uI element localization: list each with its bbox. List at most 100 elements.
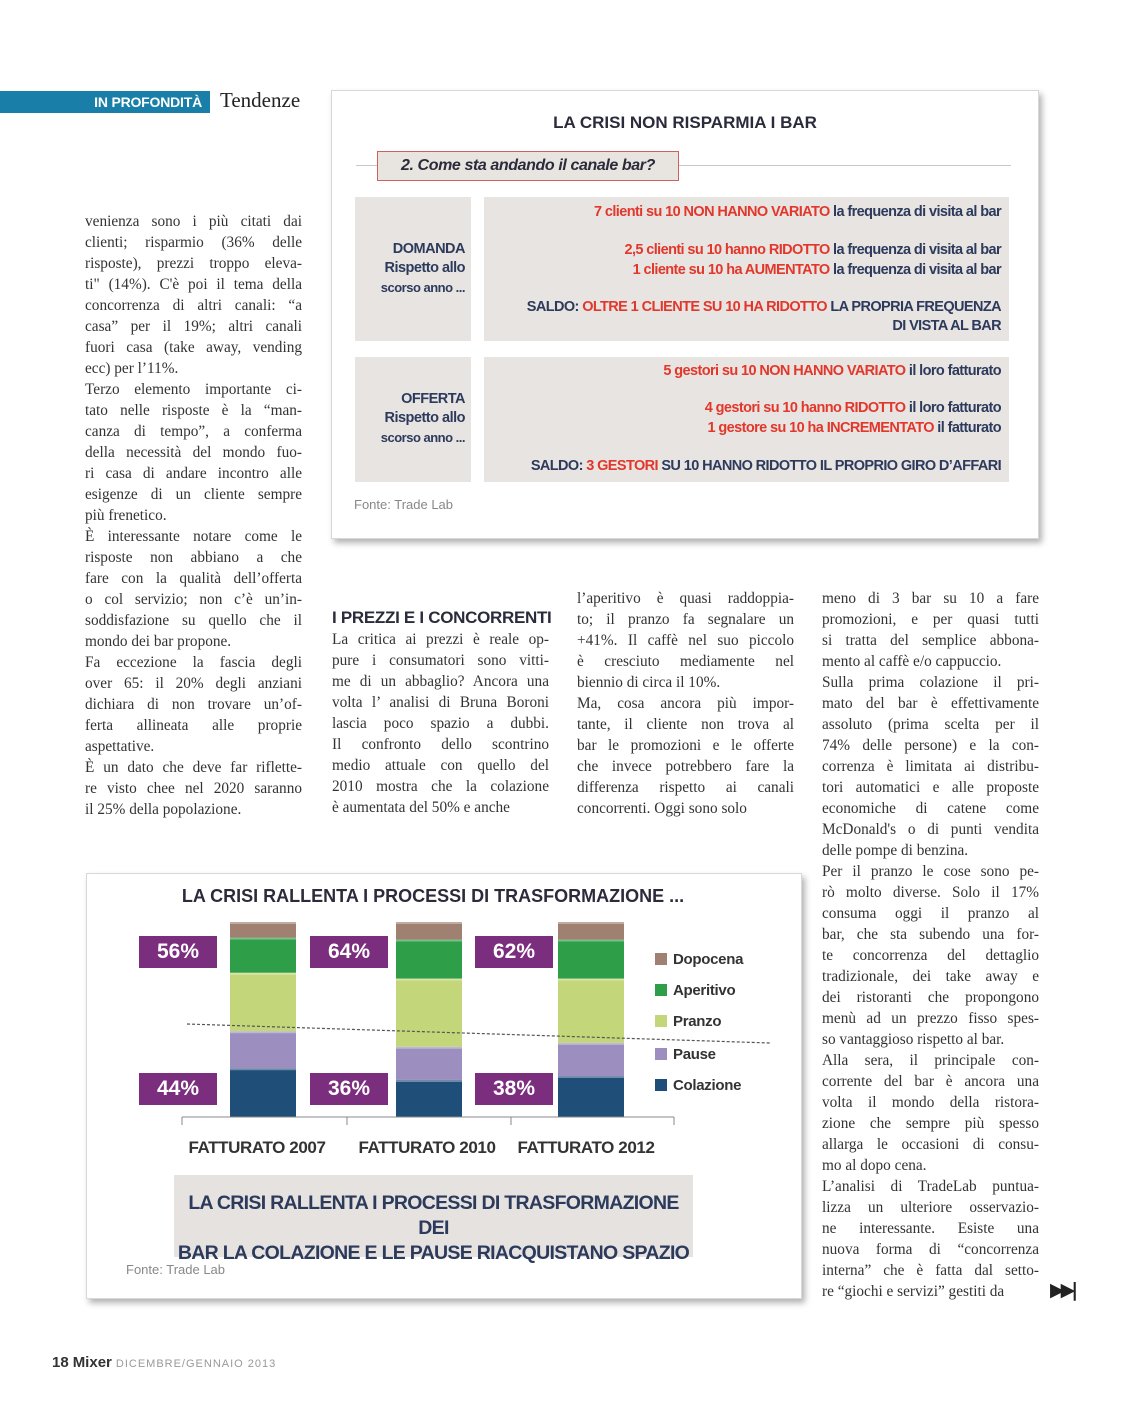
- text-line: rò molto diverse. Solo il 17%: [822, 884, 1039, 901]
- upper-share-label: 56%: [139, 936, 217, 968]
- text-line: corrente del bar è ancora una: [822, 1073, 1039, 1090]
- upper-share-label: 64%: [310, 936, 388, 968]
- bar-segment-colazione: [396, 1079, 462, 1117]
- legend-swatch: [655, 1079, 667, 1091]
- text-line: promozioni, e per quasi tutti: [822, 611, 1039, 628]
- legend-item: Pranzo: [655, 1013, 722, 1030]
- text-line: biennio di circa il 10%.: [577, 674, 721, 691]
- lower-share-label: 36%: [310, 1073, 388, 1105]
- paragraph: Ma, cosa ancora più impor-tante, il clie…: [577, 693, 794, 819]
- text-line: ecc) per l’11%.: [85, 360, 179, 377]
- text-line: casa” per il 19%; altri canali: [85, 318, 302, 335]
- saldo-line-2: DI VISTA AL BAR: [892, 318, 1001, 334]
- text-line: volta il mondo della ristora-: [822, 1094, 1039, 1111]
- bar-segment-pranzo: [396, 978, 462, 1047]
- bar-segment-dopocena: [558, 922, 624, 940]
- text-line: economiche di catene come: [822, 800, 1039, 817]
- text-line: ferta allineata alle proprie: [85, 717, 302, 734]
- paragraph: venienza sono i più citati dai clienti; r…: [85, 211, 302, 379]
- text-line: fare con la qualità dell’offerta: [85, 570, 302, 587]
- bar-segment-dopocena: [230, 922, 296, 938]
- text-line: Terzo elemento importante ci-: [85, 381, 302, 398]
- divider: [356, 165, 1011, 166]
- text-line: che invece potrebbero fare la: [577, 758, 794, 775]
- text-line: si tratta del semplice abbona-: [822, 632, 1039, 649]
- text-line: tante, il cliente non trova al: [577, 716, 794, 733]
- paragraph: Sulla prima colazione il pri-mato del ba…: [822, 672, 1039, 861]
- stat-line: 1 cliente su 10 ha AUMENTATO la frequenz…: [632, 262, 1002, 278]
- page-number: 18: [52, 1354, 69, 1371]
- text-line: Per il pranzo le cose sono pe-: [822, 863, 1039, 880]
- stat-line: 7 clienti su 10 NON HANNO VARIATO la fre…: [594, 204, 1002, 220]
- text-line: interna” che è fatta dal setto-: [822, 1262, 1039, 1279]
- text-line: so vantaggioso rispetto al bar.: [822, 1031, 1005, 1048]
- text-line: Il confronto dello scontrino: [332, 736, 549, 753]
- text-line: canza di tempo”, a conferma: [85, 423, 302, 440]
- text-line: fuori casa (take away, vending: [85, 339, 302, 356]
- article-column-4: meno di 3 bar su 10 a fare promozioni, e …: [822, 588, 1039, 1302]
- text-line: mato del bar è effettivamente: [822, 695, 1039, 712]
- magazine-name: Mixer: [72, 1354, 112, 1371]
- text-line: il 25% della popolazione.: [85, 801, 242, 818]
- article-column-2: I PREZZI E I CONCORRENTI La critica ai p…: [332, 606, 552, 818]
- fast-forward-icon: ▶▶|: [1050, 1279, 1078, 1301]
- chart-caption: LA CRISI RALLENTA I PROCESSI DI TRASFORM…: [174, 1175, 693, 1264]
- text-line: pure i consumatori sono vitti-: [332, 652, 549, 669]
- bar-segment-aperitivo: [230, 937, 296, 973]
- issue-date: DICEMBRE/GENNAIO 2013: [115, 1358, 277, 1370]
- upper-share-label: 62%: [475, 936, 553, 968]
- legend-label: Dopocena: [673, 951, 744, 968]
- text-line: 2010 mostra che la colazione: [332, 778, 549, 795]
- legend-swatch: [655, 1048, 667, 1060]
- text-line: re “giochi e servizi” gestiti da: [822, 1283, 1005, 1300]
- text-line: esigenze di un cliente sempre: [85, 486, 302, 503]
- bar-segment-colazione: [230, 1068, 296, 1117]
- text-line: menù ad un prezzo fisso spes-: [822, 1010, 1039, 1027]
- paragraph: Per il pranzo le cose sono pe-rò molto d…: [822, 861, 1039, 1050]
- text-line: tato nelle risposte è la “man-: [85, 402, 302, 419]
- text-line: concorrenti. Oggi sono solo: [577, 800, 747, 817]
- paragraph: È interessante notare come le risposte no…: [85, 526, 302, 652]
- paragraph: Fa eccezione la fascia degli over 65: il …: [85, 652, 302, 757]
- bar-segment-pause: [558, 1042, 624, 1077]
- bar-segment-pause: [396, 1046, 462, 1080]
- section-name: Tendenze: [220, 88, 301, 112]
- legend-label: Colazione: [673, 1077, 742, 1094]
- legend-item: Dopocena: [655, 951, 743, 968]
- row-label-title: DOMANDA: [392, 241, 466, 257]
- text-line: venienza sono i più citati dai: [85, 213, 302, 230]
- chart-title: LA CRISI RALLENTA I PROCESSI DI TRASFORM…: [181, 886, 685, 906]
- stat-line: 5 gestori su 10 NON HANNO VARIATO il lor…: [663, 363, 1001, 379]
- text-line: consuma oggi il pranzo al: [822, 905, 1039, 922]
- text-line: aspettative.: [85, 738, 155, 755]
- category-label: FATTURATO 2010: [358, 1138, 496, 1157]
- text-line: ti" (14%). C'è poi il tema della: [85, 276, 302, 293]
- row-label-line: Rispetto allo: [384, 260, 465, 276]
- text-line: bar, che sta subendo una for-: [822, 926, 1039, 943]
- legend-label: Aperitivo: [673, 982, 736, 999]
- lower-share-label: 44%: [139, 1073, 217, 1105]
- text-line: risposte), prezzi troppo eleva-: [85, 255, 302, 272]
- text-line: concorrenza di altri canali: “a: [85, 297, 302, 314]
- text-line: volta l’ analisi di Bruna Boroni: [332, 694, 549, 711]
- text-line: L’analisi di TradeLab puntua-: [822, 1178, 1039, 1195]
- text-line: della necessità del mondo fuo-: [85, 444, 302, 461]
- text-line: Fa eccezione la fascia degli: [85, 654, 302, 671]
- row-label-title: OFFERTA: [401, 391, 465, 407]
- text-line: nuova forma di “concorrenza: [822, 1241, 1039, 1258]
- text-line: risposte non abbiano a che: [85, 549, 302, 566]
- text-line: mo al dopo cena.: [822, 1157, 927, 1174]
- text-line: me di un abbaglio? Ancora una: [332, 673, 549, 690]
- chart-source-note: Fonte: Trade Lab: [126, 1262, 226, 1277]
- stat-line: 4 gestori su 10 hanno RIDOTTO il loro fa…: [704, 400, 1002, 416]
- category-label: FATTURATO 2012: [517, 1138, 655, 1157]
- text-line: allarga le occasioni di consu-: [822, 1136, 1039, 1153]
- paragraph: Alla sera, il principale con-corrente de…: [822, 1050, 1039, 1176]
- offerta-label-box: OFFERTA Rispetto allo scorso anno ...: [355, 357, 471, 482]
- article-column-3: l’aperitivo è quasi raddoppia-to; il pra…: [577, 588, 794, 819]
- caption-line: LA CRISI RALLENTA I PROCESSI DI TRASFORM…: [188, 1192, 679, 1239]
- legend-swatch: [655, 953, 667, 965]
- text-line: più frenetico.: [85, 507, 167, 524]
- text-line: l’aperitivo è quasi raddoppia-: [577, 590, 794, 607]
